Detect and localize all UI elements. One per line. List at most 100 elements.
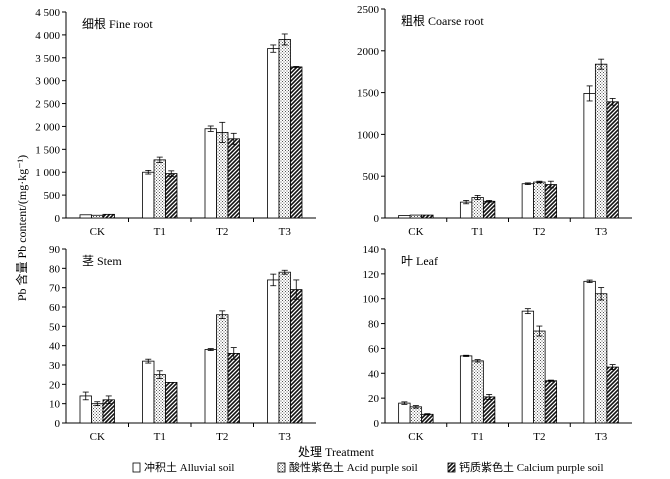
y-tick-label: 20 <box>49 379 61 391</box>
legend-swatch-calcium <box>447 462 456 473</box>
x-tick-label: T1 <box>154 226 166 238</box>
x-tick-label: T3 <box>279 226 292 238</box>
bar-acid-t3 <box>594 63 608 219</box>
bar-alluvial-t1 <box>142 360 155 424</box>
bar-acid-ck <box>409 406 423 424</box>
chart-title: 粗根 Coarse root <box>401 14 484 28</box>
legend: 冲积土 Alluvial soil 酸性紫色土 Acid purple soil… <box>132 460 604 474</box>
bar-alluvial-ck <box>398 402 411 424</box>
bar-alluvial-t2 <box>204 349 217 424</box>
y-tick-label: 2000 <box>357 46 380 58</box>
bar-alluvial-t2 <box>204 128 217 219</box>
x-tick-label: T3 <box>279 431 292 443</box>
bar-calcium-t2 <box>544 380 558 424</box>
y-tick-label: 60 <box>368 343 380 355</box>
bar-acid-t2 <box>216 314 229 424</box>
x-axis-title: 处理 Treatment <box>298 445 375 459</box>
bar-acid-t1 <box>153 374 166 424</box>
chart-panel-3: 0 10 20 30 40 50 60 70 80 90 茎 Stem CK T1 T2 T3 <box>49 244 316 443</box>
y-tick-label: 100 <box>363 294 380 306</box>
chart-title: 茎 Stem <box>82 254 122 268</box>
bar-calcium-ck <box>421 214 434 219</box>
bar-calcium-ck <box>102 213 115 219</box>
bar-calcium-t1 <box>165 173 178 219</box>
bar-acid-t3 <box>278 271 291 424</box>
y-tick-label: 60 <box>49 302 61 314</box>
bar-calcium-t3 <box>606 366 619 424</box>
y-tick-label: 0 <box>55 418 61 430</box>
bar-calcium-t3 <box>290 289 303 424</box>
bar-alluvial-ck <box>79 214 92 219</box>
y-tick-label: 3 000 <box>35 76 60 88</box>
bar-calcium-t2 <box>227 138 240 219</box>
y-axis-title: Pb 含量 Pb content/(mg·kg⁻¹) <box>14 155 29 301</box>
chart-title: 叶 Leaf <box>401 254 438 268</box>
y-tick-label: 3 500 <box>35 53 60 65</box>
y-tick-label: 140 <box>363 244 380 256</box>
y-tick-label: 1000 <box>357 129 380 141</box>
x-tick-label: T1 <box>472 431 484 443</box>
x-tick-label: T2 <box>216 431 228 443</box>
y-tick-label: 500 <box>363 171 380 183</box>
bar-acid-t2 <box>533 330 546 424</box>
y-tick-label: 1 500 <box>35 144 60 156</box>
chart-panel-1: 0 500 1 000 1 500 2 000 2 500 3 000 3 500 4 000 4… <box>35 7 316 238</box>
y-tick-label: 80 <box>368 319 380 331</box>
y-tick-label: 4 000 <box>35 30 60 42</box>
y-tick-label: 1500 <box>357 88 380 100</box>
y-tick-label: 30 <box>49 360 61 372</box>
y-tick-label: 90 <box>49 244 61 256</box>
chart-title: 细根 Fine root <box>82 17 153 31</box>
y-tick-label: 4 500 <box>35 7 60 19</box>
bar-calcium-t3 <box>290 66 303 219</box>
bar-alluvial-t3 <box>267 279 280 424</box>
x-tick-label: CK <box>408 431 423 443</box>
y-tick-label: 2500 <box>357 4 380 16</box>
y-tick-label: 1 000 <box>35 167 60 179</box>
y-tick-label: 70 <box>49 283 61 295</box>
y-tick-label: 0 <box>55 213 61 225</box>
x-tick-label: T3 <box>595 431 608 443</box>
y-tick-label: 10 <box>49 399 61 411</box>
bar-calcium-t2 <box>544 184 558 219</box>
legend-swatch-acid <box>277 462 286 473</box>
x-tick-label: T3 <box>595 226 608 238</box>
y-tick-label: 500 <box>44 190 61 202</box>
bar-alluvial-t3 <box>583 93 596 219</box>
y-tick-label: 0 <box>374 418 380 430</box>
y-tick-label: 50 <box>49 321 61 333</box>
y-tick-label: 2 500 <box>35 99 60 111</box>
bar-calcium-t2 <box>227 352 240 424</box>
chart-panel-2: 0 500 1000 1500 2000 2500 粗根 Coarse root CK T1 T2… <box>357 4 632 238</box>
legend-label-acid: 酸性紫色土 Acid purple soil <box>289 460 418 474</box>
y-tick-label: 20 <box>368 393 380 405</box>
x-tick-label: T2 <box>533 431 545 443</box>
bar-acid-ck <box>91 403 104 424</box>
y-tick-label: 120 <box>363 269 380 281</box>
bar-calcium-ck <box>421 413 434 424</box>
bar-alluvial-t1 <box>459 355 473 424</box>
x-tick-label: CK <box>90 226 105 238</box>
bar-calcium-t1 <box>482 200 496 219</box>
bar-alluvial-t1 <box>459 201 473 219</box>
bar-acid-ck <box>91 214 104 219</box>
bar-acid-ck <box>409 214 423 219</box>
y-tick-label: 40 <box>49 341 61 353</box>
bar-acid-t1 <box>153 159 166 219</box>
bar-calcium-t1 <box>165 381 178 424</box>
x-tick-label: T1 <box>472 226 484 238</box>
bar-acid-t2 <box>216 131 229 219</box>
bar-acid-t3 <box>594 293 608 424</box>
y-tick-label: 0 <box>374 213 380 225</box>
legend-swatch-alluvial <box>132 462 141 473</box>
bar-acid-t1 <box>471 197 484 219</box>
legend-label-alluvial: 冲积土 Alluvial soil <box>144 460 234 474</box>
bar-acid-t3 <box>278 39 291 219</box>
y-tick-label: 2 000 <box>35 121 60 133</box>
legend-label-calcium: 钙质紫色土 Calcium purple soil <box>459 460 604 474</box>
bar-acid-t2 <box>533 181 546 219</box>
x-tick-label: T2 <box>533 226 545 238</box>
bar-calcium-t1 <box>482 396 496 424</box>
